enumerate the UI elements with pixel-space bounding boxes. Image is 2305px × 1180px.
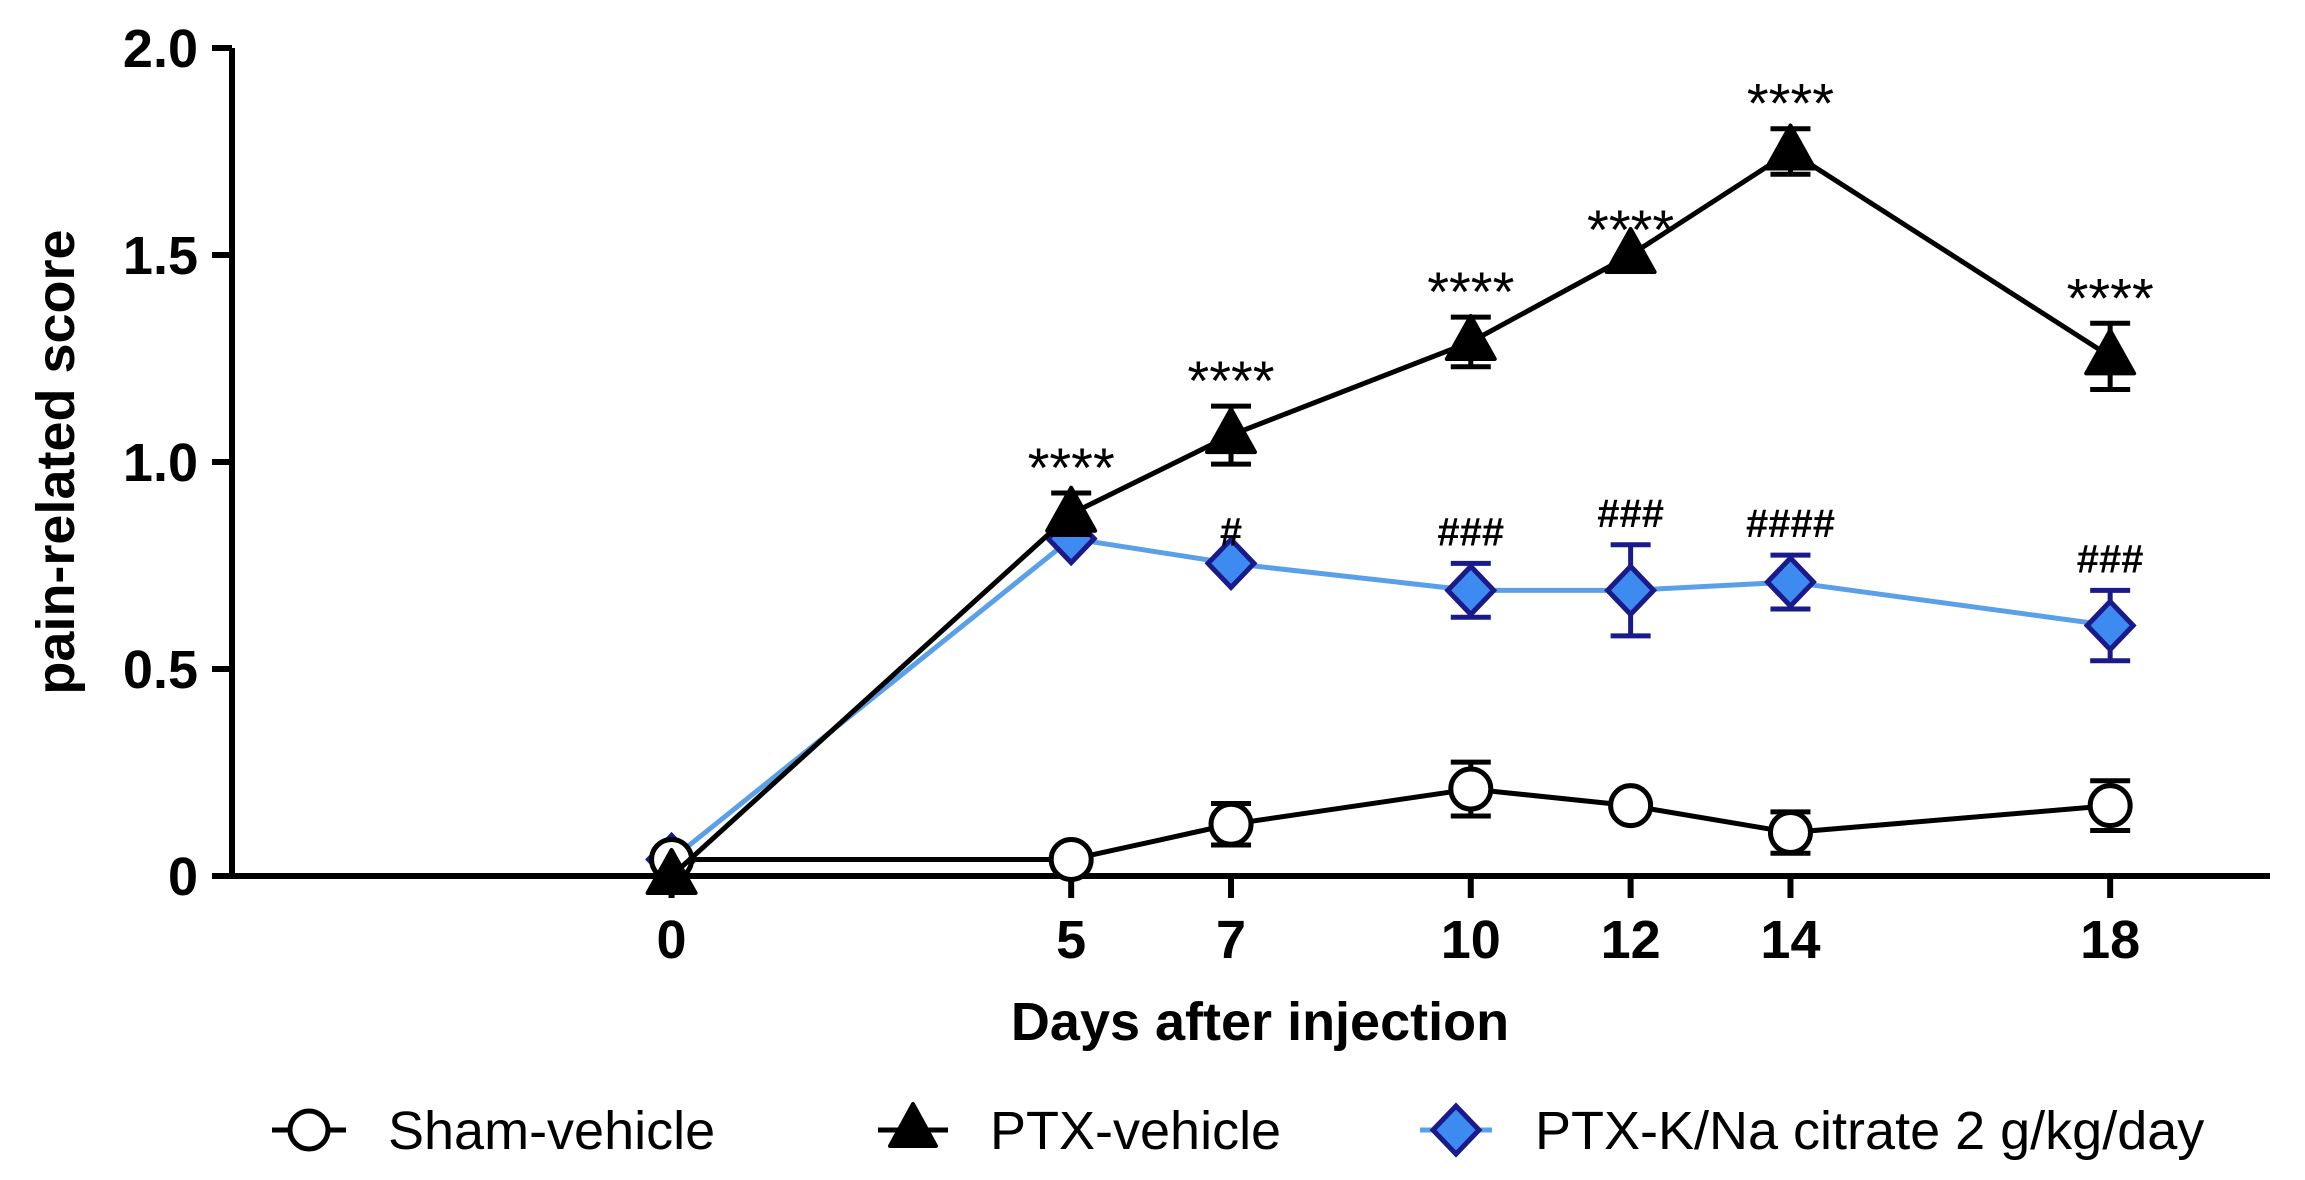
data-point-ptx xyxy=(1045,485,1098,533)
legend-item-ptx: PTX-vehicle xyxy=(878,1101,1281,1161)
legend-marker-ptx xyxy=(888,1102,938,1148)
significance-stars: **** xyxy=(1747,72,1834,135)
series-ptx: **** **** **** **** **** **** xyxy=(645,72,2154,895)
legend-label-sham: Sham-vehicle xyxy=(388,1101,715,1161)
data-point-ptx xyxy=(1604,227,1657,274)
series-line-sham xyxy=(671,786,2111,862)
series-line-ptx xyxy=(669,149,2112,878)
x-ticks: 0 5 7 10 12 14 18 xyxy=(657,876,2140,970)
x-tick-label: 12 xyxy=(1601,910,1661,970)
y-tick-label: 2.0 xyxy=(123,19,198,79)
legend-label-ptx: PTX-vehicle xyxy=(990,1101,1281,1161)
significance-hashes: # xyxy=(1220,510,1242,554)
significance-stars: **** xyxy=(2067,266,2154,329)
data-point-sham xyxy=(1448,766,1494,812)
series-sham xyxy=(649,759,2133,882)
data-point-sham xyxy=(1608,783,1654,829)
data-point-sham xyxy=(1767,810,1813,856)
data-point-ptx xyxy=(645,848,698,895)
data-point-sham xyxy=(1048,836,1094,882)
data-point-citrate xyxy=(1764,554,1817,610)
y-tick-label: 1.5 xyxy=(123,226,198,286)
plot-area: # ### ### #######************************ xyxy=(645,72,2154,895)
y-tick-label: 0 xyxy=(168,847,198,907)
significance-hashes: ### xyxy=(1597,492,1664,536)
x-tick-label: 0 xyxy=(657,910,687,970)
x-axis-label: Days after injection xyxy=(1011,992,1509,1052)
significance-hashes: #### xyxy=(1746,502,1835,546)
y-ticks: 0 0.5 1.0 1.5 2.0 xyxy=(123,19,232,907)
x-tick-label: 5 xyxy=(1056,910,1086,970)
legend-item-citrate: PTX-K/Na citrate 2 g/kg/day xyxy=(1420,1101,2204,1161)
legend-label-citrate: PTX-K/Na citrate 2 g/kg/day xyxy=(1535,1101,2204,1161)
x-tick-label: 10 xyxy=(1441,910,1501,970)
data-point-citrate xyxy=(1444,562,1498,618)
data-point-citrate xyxy=(1204,535,1258,592)
data-point-ptx xyxy=(1444,313,1497,361)
y-tick-label: 0.5 xyxy=(123,640,198,700)
x-tick-label: 7 xyxy=(1216,910,1246,970)
data-point-citrate xyxy=(1604,562,1658,618)
legend-marker-sham xyxy=(287,1108,331,1152)
data-point-sham xyxy=(1208,801,1254,847)
significance-stars: **** xyxy=(1427,260,1514,323)
x-tick-label: 14 xyxy=(1760,910,1820,970)
x-tick-label: 18 xyxy=(2080,910,2140,970)
y-tick-label: 1.0 xyxy=(123,433,198,493)
significance-stars: **** xyxy=(1587,198,1674,261)
data-point-ptx xyxy=(1205,407,1258,455)
data-point-ptx xyxy=(2084,328,2137,376)
legend-item-sham: Sham-vehicle xyxy=(272,1101,715,1161)
significance-stars: **** xyxy=(1187,349,1274,412)
legend: Sham-vehicle PTX-vehicle PTX-K/Na citrat… xyxy=(272,1101,2204,1161)
series-line-citrate xyxy=(670,536,2111,862)
y-axis-label: pain-related score xyxy=(26,229,86,694)
data-point-ptx xyxy=(1764,123,1817,171)
legend-marker-citrate xyxy=(1429,1102,1483,1158)
significance-stars: **** xyxy=(1028,436,1115,499)
significance-hashes: ### xyxy=(2077,537,2144,581)
significance-hashes: ### xyxy=(1437,510,1504,554)
data-point-sham xyxy=(2087,783,2133,829)
data-point-citrate xyxy=(2083,597,2137,654)
series-citrate: # ### ### ####### xyxy=(645,492,2144,888)
